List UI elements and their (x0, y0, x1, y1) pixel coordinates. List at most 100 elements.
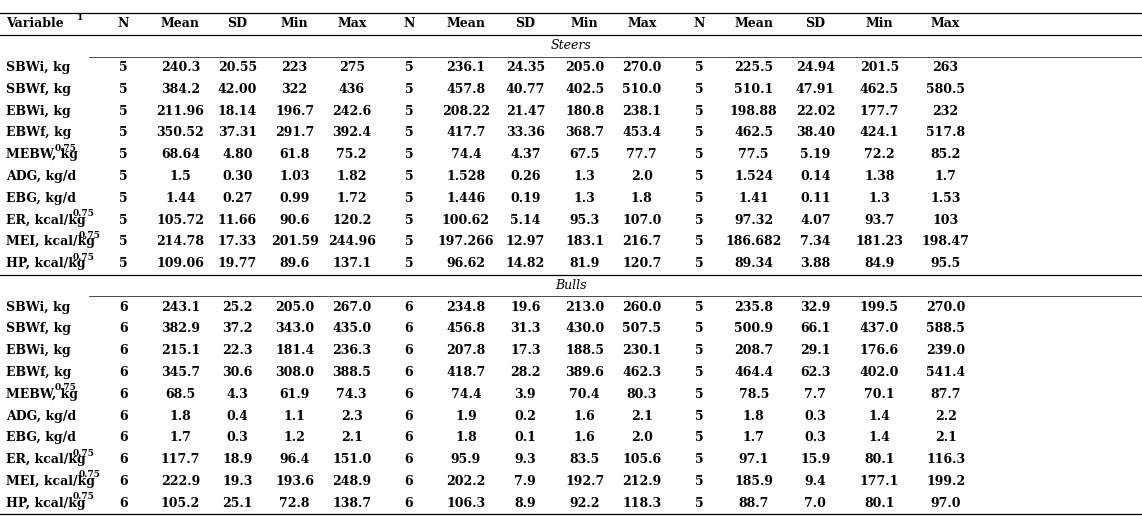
Text: 225.5: 225.5 (734, 61, 773, 74)
Text: 12.97: 12.97 (506, 235, 545, 248)
Text: 120.7: 120.7 (622, 257, 661, 270)
Text: Mean: Mean (447, 17, 485, 30)
Text: 89.34: 89.34 (734, 257, 773, 270)
Text: 6: 6 (404, 475, 413, 488)
Text: 106.3: 106.3 (447, 497, 485, 510)
Text: 456.8: 456.8 (447, 323, 485, 336)
Text: Min: Min (571, 17, 598, 30)
Text: 74.4: 74.4 (451, 388, 481, 401)
Text: 6: 6 (404, 388, 413, 401)
Text: 31.3: 31.3 (510, 323, 540, 336)
Text: EBG, kg/d: EBG, kg/d (6, 431, 75, 444)
Text: 4.37: 4.37 (510, 148, 540, 161)
Text: 1.3: 1.3 (868, 192, 891, 205)
Text: 5: 5 (694, 323, 703, 336)
Text: 103: 103 (933, 213, 958, 227)
Text: 270.0: 270.0 (622, 61, 661, 74)
Text: N: N (118, 17, 129, 30)
Text: EBWf, kg: EBWf, kg (6, 366, 71, 379)
Text: 62.3: 62.3 (801, 366, 830, 379)
Text: 87.7: 87.7 (931, 388, 960, 401)
Text: 6: 6 (404, 453, 413, 466)
Text: SBWi, kg: SBWi, kg (6, 61, 70, 74)
Text: 0.30: 0.30 (223, 170, 252, 183)
Text: 96.4: 96.4 (280, 453, 309, 466)
Text: 1.7: 1.7 (934, 170, 957, 183)
Text: 510.1: 510.1 (734, 83, 773, 96)
Text: 116.3: 116.3 (926, 453, 965, 466)
Text: 5: 5 (694, 431, 703, 444)
Text: 5.14: 5.14 (510, 213, 540, 227)
Text: EBWi, kg: EBWi, kg (6, 345, 71, 357)
Text: 72.8: 72.8 (280, 497, 309, 510)
Text: 291.7: 291.7 (275, 126, 314, 139)
Text: 32.9: 32.9 (801, 301, 830, 314)
Text: 5: 5 (119, 213, 128, 227)
Text: 192.7: 192.7 (565, 475, 604, 488)
Text: 2.0: 2.0 (630, 170, 653, 183)
Text: 90.6: 90.6 (280, 213, 309, 227)
Text: 350.52: 350.52 (156, 126, 204, 139)
Text: 1.1: 1.1 (283, 410, 306, 423)
Text: ER, kcal/kg: ER, kcal/kg (6, 453, 86, 466)
Text: SD: SD (515, 17, 536, 30)
Text: 0.99: 0.99 (280, 192, 309, 205)
Text: 0.26: 0.26 (510, 170, 540, 183)
Text: 95.5: 95.5 (931, 257, 960, 270)
Text: 270.0: 270.0 (926, 301, 965, 314)
Text: Mean: Mean (734, 17, 773, 30)
Text: 6: 6 (119, 323, 128, 336)
Text: 37.2: 37.2 (223, 323, 252, 336)
Text: 97.32: 97.32 (734, 213, 773, 227)
Text: 2.1: 2.1 (630, 410, 653, 423)
Text: 236.1: 236.1 (447, 61, 485, 74)
Text: 1.3: 1.3 (573, 192, 596, 205)
Text: 260.0: 260.0 (622, 301, 661, 314)
Text: 1.8: 1.8 (630, 192, 653, 205)
Text: 322: 322 (282, 83, 307, 96)
Text: 0.3: 0.3 (804, 410, 827, 423)
Text: 78.5: 78.5 (739, 388, 769, 401)
Text: 70.1: 70.1 (864, 388, 894, 401)
Text: 100.62: 100.62 (442, 213, 490, 227)
Text: 68.64: 68.64 (161, 148, 200, 161)
Text: 193.6: 193.6 (275, 475, 314, 488)
Text: 234.8: 234.8 (447, 301, 485, 314)
Text: 308.0: 308.0 (275, 366, 314, 379)
Text: 1.7: 1.7 (742, 431, 765, 444)
Text: 5: 5 (404, 104, 413, 117)
Text: 183.1: 183.1 (565, 235, 604, 248)
Text: 248.9: 248.9 (332, 475, 371, 488)
Text: 17.33: 17.33 (218, 235, 257, 248)
Text: 343.0: 343.0 (275, 323, 314, 336)
Text: 199.2: 199.2 (926, 475, 965, 488)
Text: 19.6: 19.6 (510, 301, 540, 314)
Text: 402.5: 402.5 (565, 83, 604, 96)
Text: 6: 6 (119, 366, 128, 379)
Text: MEI, kcal/kg: MEI, kcal/kg (6, 235, 95, 248)
Text: Max: Max (337, 17, 367, 30)
Text: 93.7: 93.7 (864, 213, 894, 227)
Text: 5: 5 (119, 192, 128, 205)
Text: 453.4: 453.4 (622, 126, 661, 139)
Text: 5: 5 (694, 235, 703, 248)
Text: 72.2: 72.2 (864, 148, 894, 161)
Text: 19.77: 19.77 (218, 257, 257, 270)
Text: N: N (693, 17, 705, 30)
Text: 5: 5 (404, 83, 413, 96)
Text: 181.4: 181.4 (275, 345, 314, 357)
Text: 5: 5 (694, 475, 703, 488)
Text: 4.80: 4.80 (223, 148, 252, 161)
Text: 384.2: 384.2 (161, 83, 200, 96)
Text: 507.5: 507.5 (622, 323, 661, 336)
Text: 0.14: 0.14 (801, 170, 830, 183)
Text: 213.0: 213.0 (565, 301, 604, 314)
Text: 18.9: 18.9 (223, 453, 252, 466)
Text: 24.94: 24.94 (796, 61, 835, 74)
Text: 67.5: 67.5 (570, 148, 600, 161)
Text: 24.35: 24.35 (506, 61, 545, 74)
Text: 8.9: 8.9 (515, 497, 536, 510)
Text: MEBW, kg: MEBW, kg (6, 388, 78, 401)
Text: 430.0: 430.0 (565, 323, 604, 336)
Text: 5: 5 (694, 104, 703, 117)
